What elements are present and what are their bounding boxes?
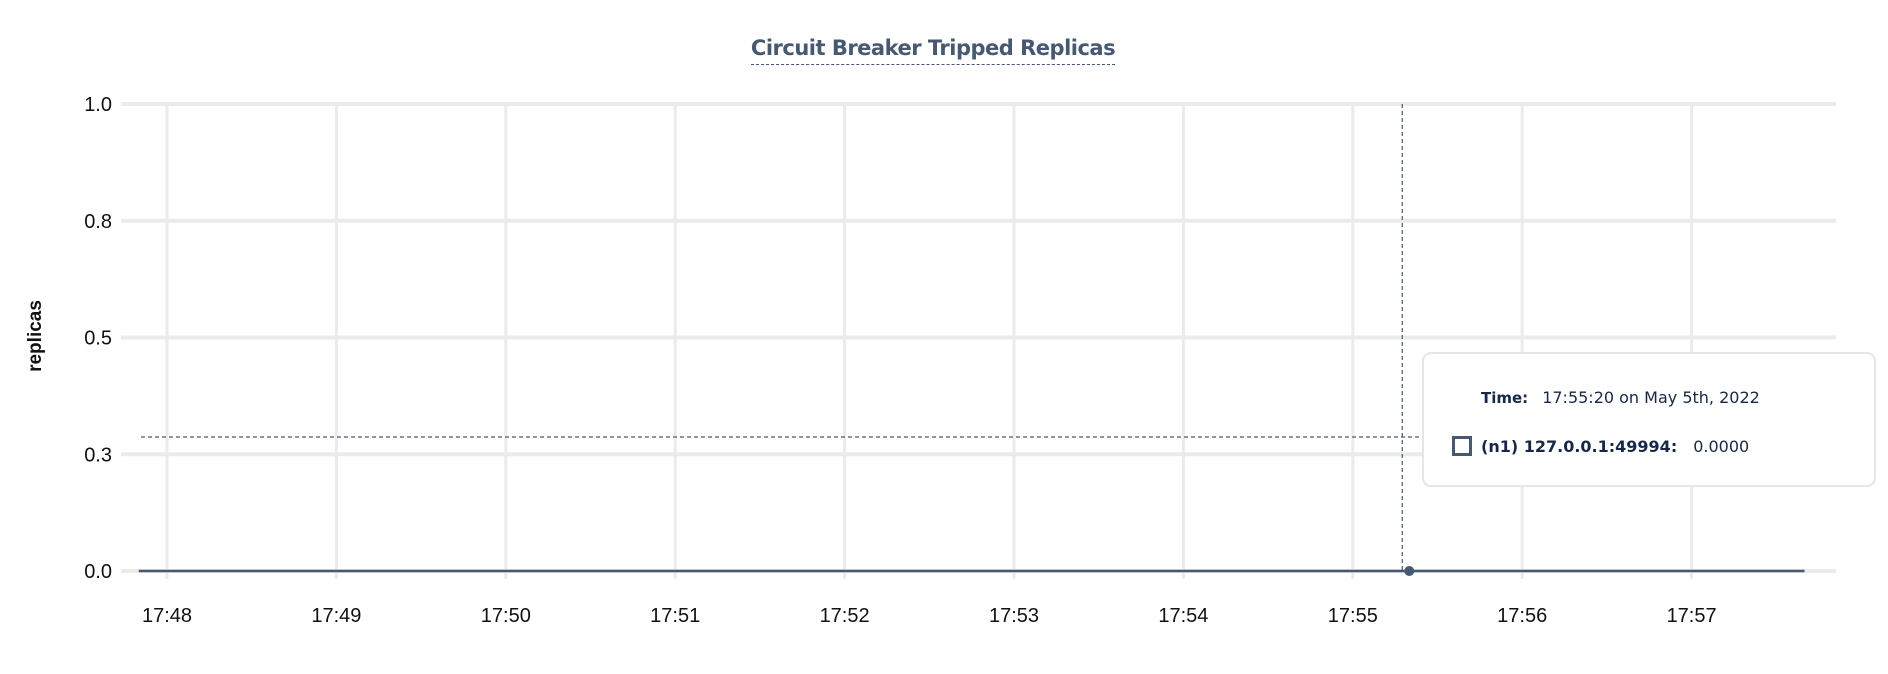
x-tick-label: 17:54 bbox=[1158, 605, 1208, 627]
x-tick-label: 17:57 bbox=[1667, 605, 1717, 627]
series-swatch-icon bbox=[1452, 436, 1472, 456]
x-tick-label: 17:52 bbox=[820, 605, 870, 627]
tooltip-series-value: 0.0000 bbox=[1693, 436, 1750, 456]
x-tick-label: 17:55 bbox=[1328, 605, 1378, 627]
hover-point bbox=[1404, 566, 1415, 576]
y-tick-label: 0.5 bbox=[84, 328, 112, 350]
x-tick-label: 17:56 bbox=[1497, 605, 1547, 627]
x-tick-label: 17:51 bbox=[650, 605, 700, 627]
y-tick-label: 1.0 bbox=[84, 94, 112, 116]
x-tick-label: 17:50 bbox=[481, 605, 531, 627]
tooltip-series-label: (n1) 127.0.0.1:49994: bbox=[1481, 436, 1678, 456]
x-tick-label: 17:53 bbox=[989, 605, 1039, 627]
tooltip-time-value: 17:55:20 on May 5th, 2022 bbox=[1542, 388, 1760, 407]
y-axis-label: replicas bbox=[25, 300, 46, 372]
tooltip-time-label: Time: bbox=[1481, 389, 1529, 407]
x-tick-label: 17:48 bbox=[142, 605, 192, 627]
chart-title: Circuit Breaker Tripped Replicas bbox=[750, 36, 1116, 65]
x-tick-label: 17:49 bbox=[311, 605, 361, 627]
y-tick-label: 0.8 bbox=[84, 211, 112, 233]
y-tick-label: 0.3 bbox=[84, 444, 112, 466]
y-tick-label: 0.0 bbox=[84, 561, 112, 583]
hover-tooltip: Time: 17:55:20 on May 5th, 2022 (n1) 127.… bbox=[1422, 352, 1876, 487]
